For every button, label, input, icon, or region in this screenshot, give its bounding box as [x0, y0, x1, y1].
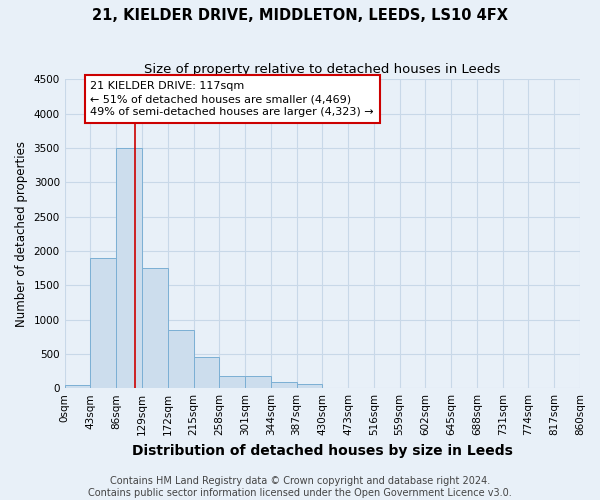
- Text: 21 KIELDER DRIVE: 117sqm
← 51% of detached houses are smaller (4,469)
49% of sem: 21 KIELDER DRIVE: 117sqm ← 51% of detach…: [91, 81, 374, 117]
- Text: Contains HM Land Registry data © Crown copyright and database right 2024.
Contai: Contains HM Land Registry data © Crown c…: [88, 476, 512, 498]
- Bar: [65, 385, 91, 388]
- Bar: [116, 148, 142, 388]
- Bar: [193, 358, 219, 388]
- Bar: [219, 376, 245, 388]
- Bar: [245, 376, 271, 388]
- X-axis label: Distribution of detached houses by size in Leeds: Distribution of detached houses by size …: [132, 444, 513, 458]
- Bar: [271, 382, 296, 388]
- Bar: [296, 384, 322, 388]
- Bar: [91, 258, 116, 388]
- Text: 21, KIELDER DRIVE, MIDDLETON, LEEDS, LS10 4FX: 21, KIELDER DRIVE, MIDDLETON, LEEDS, LS1…: [92, 8, 508, 22]
- Title: Size of property relative to detached houses in Leeds: Size of property relative to detached ho…: [144, 62, 500, 76]
- Bar: [168, 330, 193, 388]
- Bar: [142, 268, 168, 388]
- Y-axis label: Number of detached properties: Number of detached properties: [15, 141, 28, 327]
